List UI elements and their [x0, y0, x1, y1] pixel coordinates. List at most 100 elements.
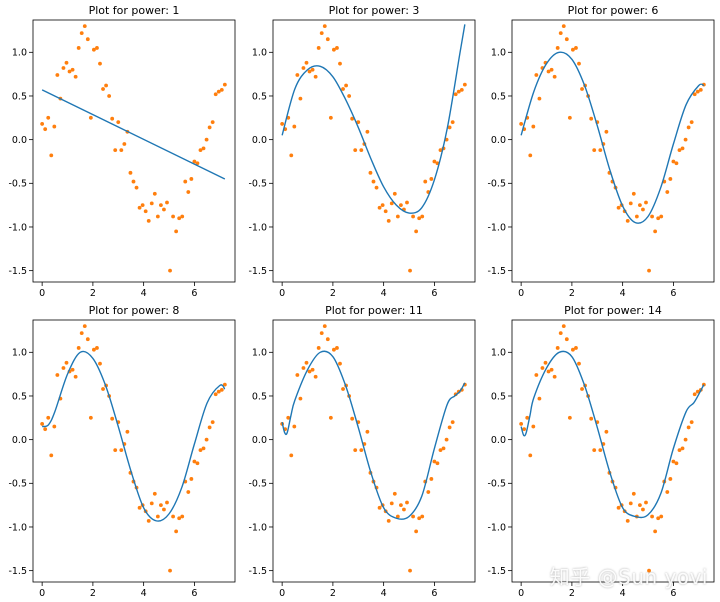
data-point	[76, 346, 81, 350]
data-point	[528, 153, 533, 158]
data-point	[210, 420, 215, 425]
y-tick-label: 0.0	[252, 135, 267, 146]
data-point	[555, 46, 560, 50]
data-point	[101, 387, 105, 391]
data-point	[353, 448, 358, 453]
data-point	[322, 324, 327, 329]
data-point	[168, 568, 172, 573]
y-tick-label: 1.0	[252, 48, 267, 59]
data-point	[402, 507, 406, 512]
data-point	[438, 148, 443, 153]
axes-frame	[511, 319, 715, 583]
data-point	[216, 389, 221, 394]
data-point	[159, 203, 163, 208]
data-point	[447, 425, 452, 430]
data-point	[444, 437, 449, 442]
data-point	[641, 207, 645, 212]
data-point	[359, 148, 364, 153]
y-tick-label: -1.0	[248, 522, 267, 533]
x-tick-label: 6	[670, 288, 676, 299]
x-tick-label: 0	[518, 588, 524, 599]
data-point	[201, 146, 206, 151]
data-point	[222, 382, 227, 387]
data-point	[165, 200, 169, 205]
data-point	[210, 120, 215, 125]
data-point	[201, 446, 206, 451]
y-tick-label: 0.0	[12, 435, 27, 446]
data-point	[674, 461, 679, 466]
data-point	[689, 420, 694, 425]
data-point	[689, 120, 694, 125]
data-point	[49, 453, 54, 458]
data-point	[192, 159, 197, 164]
data-point	[365, 429, 370, 434]
data-point	[67, 69, 72, 74]
data-point	[625, 518, 630, 523]
data-point	[359, 448, 364, 453]
data-point	[405, 500, 409, 505]
data-point	[335, 46, 339, 50]
data-point	[665, 490, 670, 494]
data-point	[149, 501, 154, 506]
data-point	[341, 87, 345, 91]
data-point	[338, 61, 342, 66]
data-point	[671, 159, 676, 164]
data-point	[589, 416, 594, 421]
x-tick-label: 6	[670, 588, 676, 599]
data-point	[525, 415, 530, 420]
data-point	[189, 177, 194, 181]
data-point	[140, 203, 145, 208]
data-point	[534, 373, 539, 377]
data-point	[125, 429, 130, 434]
data-point	[638, 503, 642, 508]
data-point	[49, 153, 54, 158]
data-point	[298, 96, 303, 101]
data-point	[162, 507, 166, 512]
data-point	[73, 374, 78, 379]
data-point	[653, 529, 658, 534]
x-tick-label: 0	[279, 588, 285, 599]
data-point	[92, 347, 96, 352]
data-point	[650, 214, 654, 219]
y-tick-label: 1.0	[12, 48, 27, 59]
data-point	[107, 94, 112, 98]
data-point	[408, 568, 412, 573]
data-point	[95, 46, 99, 50]
data-point	[656, 216, 661, 221]
data-point	[604, 129, 609, 134]
data-point	[459, 87, 464, 92]
data-point	[680, 446, 685, 451]
data-point	[304, 60, 309, 65]
y-tick-label: -1.0	[248, 222, 267, 233]
axes-frame	[32, 319, 236, 583]
data-point	[567, 115, 572, 120]
fit-line	[41, 89, 226, 180]
y-tick-label: -1.0	[487, 522, 506, 533]
data-point	[344, 83, 348, 88]
data-point	[332, 47, 336, 52]
data-points	[40, 24, 227, 273]
data-point	[574, 46, 578, 50]
data-point	[674, 161, 679, 166]
data-point	[198, 448, 203, 453]
data-point	[304, 360, 309, 365]
x-tick-label: 0	[39, 288, 45, 299]
data-point	[40, 422, 45, 426]
data-point	[177, 516, 182, 521]
data-point	[162, 207, 166, 212]
data-point	[429, 477, 434, 481]
data-point	[546, 369, 551, 374]
data-point	[347, 94, 352, 98]
y-tick-label: -0.5	[8, 179, 27, 190]
x-tick-label: 4	[141, 588, 147, 599]
data-point	[280, 122, 285, 126]
data-point	[46, 115, 51, 120]
data-point	[426, 490, 431, 494]
data-point	[386, 518, 391, 523]
data-point	[668, 177, 673, 181]
fit-line	[520, 51, 705, 224]
data-point	[131, 179, 136, 184]
data-point	[43, 127, 48, 132]
data-point	[686, 425, 691, 430]
data-point	[328, 115, 333, 120]
